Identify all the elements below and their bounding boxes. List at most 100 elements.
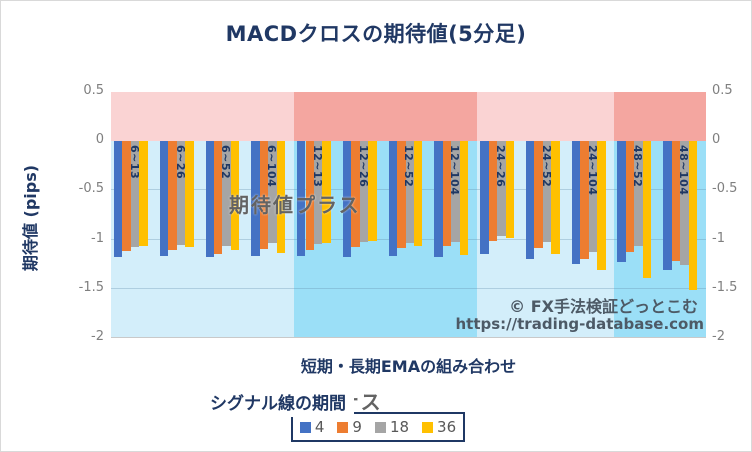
y-tick-right--1.5: -1.5	[712, 279, 738, 295]
bar-48~104-signal-9	[671, 141, 681, 262]
bar-48~52-signal-9	[625, 141, 635, 253]
bar-48~104-signal-18	[680, 141, 689, 266]
bar-6~26-signal-4	[159, 141, 169, 257]
bar-6~104-signal-36	[276, 141, 286, 254]
bar-6~13-signal-18	[130, 141, 140, 248]
bar-6~13-signal-9	[122, 141, 131, 252]
bar-6~104-signal-4	[251, 141, 260, 257]
bar-12~104-signal-36	[459, 141, 469, 256]
bar-24~52-signal-9	[534, 141, 543, 249]
y-tick-left--1: -1	[91, 230, 104, 246]
bar-12~26-signal-18	[359, 141, 369, 242]
positive-band-0	[111, 92, 295, 142]
bar-group-12~52: 12~52	[386, 92, 432, 338]
bar-12~52-signal-18	[405, 141, 414, 243]
bar-6~52-signal-9	[213, 141, 223, 255]
legend-item-9: 9	[337, 418, 362, 436]
category-label-24~26: 24~26	[494, 145, 508, 188]
bar-24~26-signal-9	[488, 141, 498, 241]
bar-12~13-signal-18	[313, 141, 323, 244]
legend-label-36: 36	[437, 418, 457, 436]
bar-12~26-signal-36	[368, 141, 377, 241]
bar-12~104-signal-18	[451, 141, 460, 242]
y-tick-left--0.5: -0.5	[78, 181, 104, 197]
bar-6~13-signal-36	[139, 141, 148, 247]
watermark-site-name: © FX手法検証どっとこむ	[509, 297, 698, 316]
gridline--2	[111, 337, 706, 338]
bar-12~13-signal-36	[322, 141, 331, 243]
bar-12~104-signal-9	[442, 141, 452, 247]
bar-6~104-signal-9	[259, 141, 269, 250]
bar-24~52-signal-18	[542, 141, 552, 242]
bar-group-12~104: 12~104	[431, 92, 477, 338]
legend-label-18: 18	[389, 418, 410, 436]
positive-band-3	[614, 92, 706, 142]
bar-24~52-signal-36	[551, 141, 560, 255]
bar-group-6~52: 6~52	[203, 92, 249, 338]
legend-swatch-18	[374, 421, 386, 433]
gridline--1.5	[111, 287, 706, 289]
bar-12~13-signal-4	[297, 141, 306, 257]
bar-group-6~13: 6~13	[111, 92, 157, 338]
bar-24~104-signal-4	[571, 141, 581, 265]
y-tick-right--2: -2	[712, 329, 725, 344]
category-label-24~104: 24~104	[585, 145, 599, 196]
x-axis-title: 短期・長期EMAの組み合わせ	[300, 357, 517, 376]
y-tick-right--0.5: -0.5	[712, 181, 738, 197]
category-label-12~26: 12~26	[356, 145, 370, 188]
bar-6~26-signal-36	[185, 141, 194, 248]
bar-12~26-signal-4	[342, 141, 352, 258]
bar-12~52-signal-9	[397, 141, 406, 249]
bar-6~52-signal-18	[222, 141, 231, 247]
legend-swatch-36	[422, 421, 434, 433]
category-label-48~104: 48~104	[677, 145, 691, 196]
bar-group-12~13: 12~13	[294, 92, 340, 338]
legend-title: シグナル線の期間	[210, 389, 354, 417]
y-axis-title: 期待値 (pips)	[21, 164, 40, 272]
legend-box: 4 9 18 36	[291, 412, 465, 442]
positive-band-2	[477, 92, 615, 142]
category-label-12~104: 12~104	[448, 145, 462, 196]
bar-group-48~104: 48~104	[660, 92, 706, 338]
bar-24~26-signal-4	[480, 141, 489, 255]
legend-item-4: 4	[299, 418, 325, 436]
bar-48~52-signal-4	[617, 141, 626, 263]
bar-48~52-signal-36	[642, 141, 652, 278]
bar-group-6~26: 6~26	[157, 92, 203, 338]
bar-48~52-signal-18	[634, 141, 643, 247]
category-label-48~52: 48~52	[631, 145, 645, 188]
bar-group-48~52: 48~52	[614, 92, 660, 338]
y-tick-right-0.5: 0.5	[712, 83, 733, 98]
positive-zone-label: 期待値プラス	[229, 193, 361, 217]
plot-area: 期待値プラス 期待値マイナス © FX手法検証どっとこむ https://tra…	[111, 92, 706, 414]
category-label-6~104: 6~104	[265, 145, 279, 188]
y-tick-left-0.5: 0.5	[83, 83, 104, 98]
watermark-site-url: https://trading-database.com	[455, 315, 705, 333]
y-tick-left--1.5: -1.5	[78, 279, 104, 295]
bar-12~52-signal-4	[388, 141, 398, 257]
bar-6~52-signal-36	[230, 141, 240, 251]
legend-item-36: 36	[422, 418, 456, 436]
legend-swatch-4	[299, 421, 311, 433]
y-tick-right--1: -1	[712, 230, 725, 246]
bar-6~13-signal-4	[113, 141, 123, 258]
bar-24~104-signal-36	[597, 141, 606, 271]
bar-24~26-signal-18	[497, 141, 506, 236]
category-label-6~13: 6~13	[127, 145, 141, 180]
legend-label-4: 4	[314, 418, 325, 436]
chart-title: MACDクロスの期待値(5分足)	[225, 22, 527, 46]
bar-48~104-signal-36	[688, 141, 698, 290]
category-label-6~26: 6~26	[173, 145, 187, 180]
bar-12~104-signal-4	[434, 141, 443, 258]
y-tick-left--2: -2	[91, 329, 104, 344]
category-label-12~13: 12~13	[310, 145, 324, 188]
bar-group-24~52: 24~52	[523, 92, 569, 338]
bar-group-24~104: 24~104	[569, 92, 615, 338]
bar-12~13-signal-9	[305, 141, 314, 251]
y-tick-right-0: 0	[712, 132, 721, 148]
category-label-12~52: 12~52	[402, 145, 416, 188]
bar-24~52-signal-4	[525, 141, 535, 260]
bar-24~104-signal-9	[580, 141, 589, 260]
bar-group-24~26: 24~26	[477, 92, 523, 338]
